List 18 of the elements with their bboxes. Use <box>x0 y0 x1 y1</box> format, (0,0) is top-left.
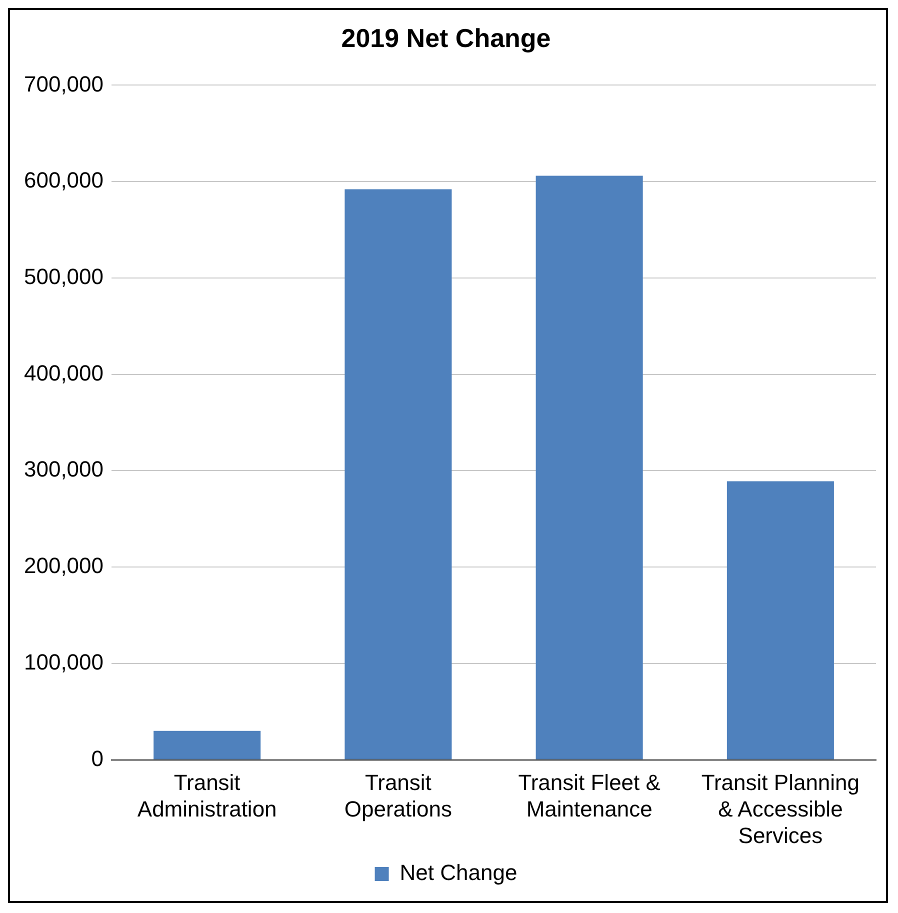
bar <box>154 730 261 760</box>
chart-title: 2019 Net Change <box>341 22 551 53</box>
x-tick-label: Transit Operations <box>344 770 452 822</box>
bar <box>344 189 452 760</box>
x-tick-label: Transit Fleet & Maintenance <box>518 770 661 822</box>
x-tick-label: Transit Administration <box>137 770 277 822</box>
y-tick-label: 600,000 <box>24 168 104 193</box>
x-tick-label: Transit Planning & Accessible Services <box>701 770 860 848</box>
y-tick-label: 200,000 <box>24 553 104 578</box>
legend-label: Net Change <box>400 860 518 886</box>
bar <box>536 176 643 760</box>
y-tick-label: 500,000 <box>24 264 104 290</box>
y-tick-label: 100,000 <box>24 649 104 674</box>
bar <box>726 481 834 760</box>
y-tick-label: 0 <box>91 746 104 771</box>
y-tick-label: 400,000 <box>24 360 104 386</box>
y-tick-label: 700,000 <box>24 71 104 96</box>
y-tick-label: 300,000 <box>24 456 104 482</box>
